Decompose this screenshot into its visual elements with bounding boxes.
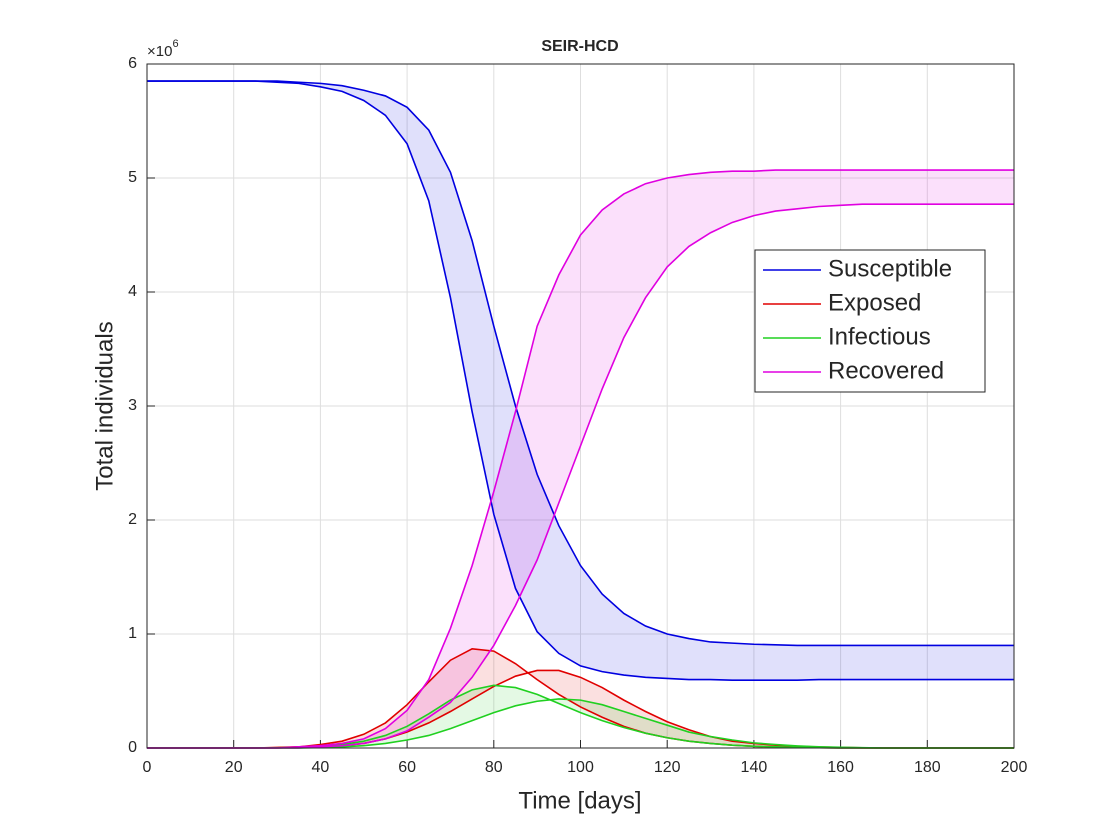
x-tick-label: 160 [827, 759, 854, 776]
x-tick-label: 200 [1001, 759, 1028, 776]
x-tick-label: 180 [914, 759, 941, 776]
series-line [147, 80, 1014, 681]
x-tick-label: 80 [485, 759, 503, 776]
x-tick-label: 60 [398, 759, 416, 776]
y-multiplier: ×106 [147, 38, 179, 60]
x-tick-label: 120 [654, 759, 681, 776]
chart-title: SEIR-HCD [541, 38, 618, 55]
y-multiplier-exponent: 6 [172, 38, 178, 50]
legend: Susceptible Exposed Infectious Recovered [754, 249, 986, 393]
y-tick-label: 2 [128, 511, 137, 528]
x-tick-label: 0 [143, 759, 152, 776]
legend-label: Infectious [828, 323, 931, 350]
x-axis-label: Time [days] [518, 787, 641, 814]
band [147, 648, 1014, 748]
legend-label: Recovered [828, 357, 944, 384]
y-tick-label: 4 [128, 283, 137, 300]
y-tick-label: 6 [128, 55, 137, 72]
series-line [147, 80, 1014, 647]
x-tick-label: 100 [567, 759, 594, 776]
band [147, 170, 1014, 748]
y-multiplier-base: ×10 [147, 43, 172, 60]
y-tick-label: 0 [128, 739, 137, 756]
legend-label: Exposed [828, 289, 921, 316]
y-tick-label: 5 [128, 169, 137, 186]
y-axis-label: Total individuals [91, 321, 118, 490]
x-tick-label: 20 [225, 759, 243, 776]
x-tick-label: 140 [741, 759, 768, 776]
x-tick-label: 40 [312, 759, 330, 776]
y-tick-label: 1 [128, 625, 137, 642]
legend-box [754, 249, 986, 393]
axes-box [146, 63, 1015, 749]
y-tick-label: 3 [128, 397, 137, 414]
legend-label: Susceptible [828, 255, 952, 282]
